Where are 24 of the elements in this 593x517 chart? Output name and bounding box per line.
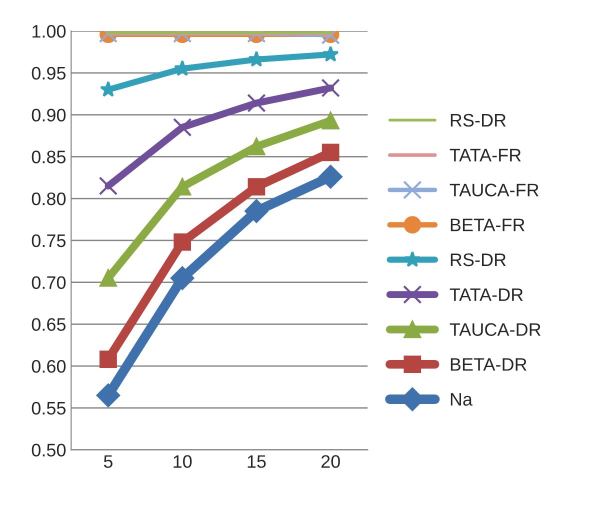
legend-label: TAUCA-DR (450, 323, 541, 336)
x-tick-label: 15 (248, 455, 266, 468)
y-tick-label: 1.00 (32, 24, 66, 38)
y-tick-label: 0.50 (32, 444, 66, 457)
y-tick-label: 0.90 (32, 108, 66, 122)
x-tick-label: 5 (104, 455, 112, 468)
x-tick-label: 10 (174, 455, 192, 468)
y-tick-label: 0.75 (32, 234, 66, 248)
legend-label: TATA-DR (450, 288, 523, 301)
y-tick-label: 0.65 (32, 318, 66, 331)
legend-label: TAUCA-FR (450, 184, 539, 196)
y-tick-label: 0.55 (32, 402, 66, 415)
y-tick-label: 0.60 (32, 360, 66, 373)
legend-label: RS-DR (450, 253, 506, 266)
x-tick-label: 20 (321, 455, 340, 468)
legend-label: BETA-FR (450, 218, 524, 232)
y-tick-label: 0.80 (32, 192, 66, 206)
y-tick-label: 0.95 (32, 66, 66, 80)
legend-label: RS-DR (450, 114, 506, 127)
y-tick-label: 0.85 (32, 150, 66, 164)
legend-label: Na (450, 393, 473, 406)
legend-label: BETA-DR (450, 358, 527, 371)
y-tick-label: 0.70 (32, 276, 66, 289)
legend-label: TATA-FR (450, 148, 521, 162)
